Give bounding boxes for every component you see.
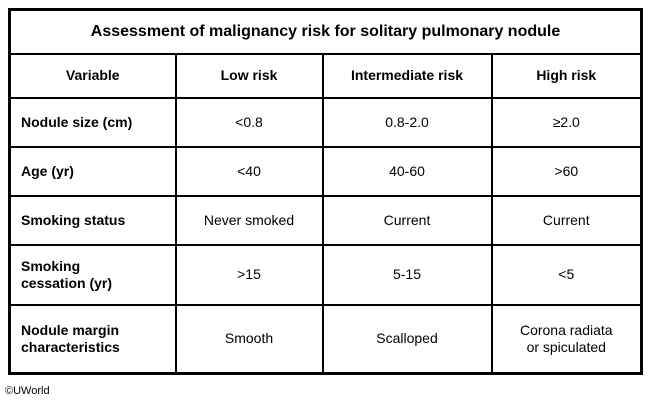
table-title-row: Assessment of malignancy risk for solita…	[8, 8, 643, 55]
data-cell: Scalloped	[321, 304, 493, 375]
data-cell: <40	[174, 146, 324, 197]
data-cell: <5	[490, 244, 643, 306]
data-cell: Never smoked	[174, 195, 324, 246]
table-row: Nodule margin characteristics Smooth Sca…	[8, 304, 643, 375]
table-row: Smoking cessation (yr) >15 5-15 <5	[8, 244, 643, 306]
data-cell: 0.8-2.0	[321, 97, 493, 148]
row-header-cell: Smoking cessation (yr)	[8, 244, 177, 306]
data-cell: 5-15	[321, 244, 493, 306]
data-cell: Smooth	[174, 304, 324, 375]
data-cell: 40-60	[321, 146, 493, 197]
malignancy-risk-table: Assessment of malignancy risk for solita…	[8, 8, 644, 375]
data-cell: Current	[321, 195, 493, 246]
data-cell: >60	[490, 146, 643, 197]
table-row: Smoking status Never smoked Current Curr…	[8, 195, 643, 246]
table-row: Nodule size (cm) <0.8 0.8-2.0 ≥2.0	[8, 97, 643, 148]
data-cell: >15	[174, 244, 324, 306]
row-header-cell: Age (yr)	[8, 146, 177, 197]
row-header-cell: Smoking status	[8, 195, 177, 246]
table-header-row: Variable Low risk Intermediate risk High…	[8, 53, 643, 99]
row-header-cell: Nodule margin characteristics	[8, 304, 177, 375]
data-cell: ≥2.0	[490, 97, 643, 148]
column-header-variable: Variable	[8, 53, 177, 99]
data-cell: <0.8	[174, 97, 324, 148]
data-cell: Corona radiata or spiculated	[490, 304, 643, 375]
row-header-cell: Nodule size (cm)	[8, 97, 177, 148]
data-cell: Current	[490, 195, 643, 246]
copyright-credit: ©UWorld	[5, 385, 50, 397]
table-title: Assessment of malignancy risk for solita…	[8, 8, 643, 55]
table-row: Age (yr) <40 40-60 >60	[8, 146, 643, 197]
column-header-intermediate-risk: Intermediate risk	[321, 53, 493, 99]
column-header-low-risk: Low risk	[174, 53, 324, 99]
column-header-high-risk: High risk	[490, 53, 643, 99]
